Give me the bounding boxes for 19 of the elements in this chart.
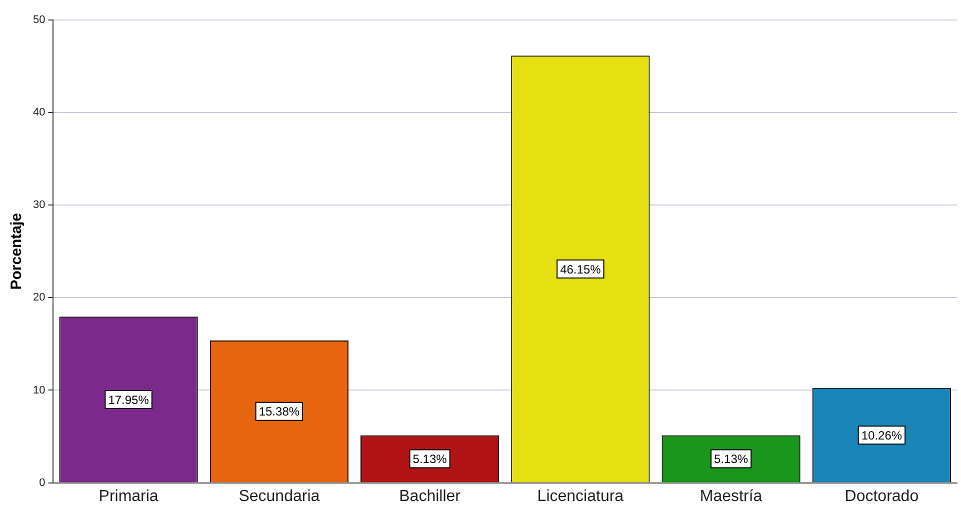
y-tick-label: 50: [32, 14, 46, 26]
data-label: 17.95%: [108, 392, 150, 407]
data-label: 5.13%: [412, 452, 448, 466]
y-tick-label: 20: [32, 292, 46, 304]
y-tick-label: 30: [32, 199, 46, 212]
data-label: 10.26%: [861, 428, 902, 442]
data-label: 5.13%: [714, 452, 748, 466]
data-label: 46.15%: [560, 262, 602, 276]
x-tick-label: Doctorado: [844, 488, 919, 505]
y-tick-label: 0: [39, 476, 46, 489]
x-tick-label: Licenciatura: [537, 488, 624, 505]
y-tick-label: 10: [32, 384, 46, 396]
x-tick-label: Bachiller: [399, 488, 462, 505]
data-label: 15.38%: [258, 404, 300, 419]
x-tick-label: Secundaria: [238, 488, 320, 505]
y-axis-title: Porcentaje: [8, 213, 26, 290]
x-tick-label: Maestría: [700, 488, 762, 505]
x-tick-label: Primaria: [98, 488, 158, 505]
y-tick-label: 40: [32, 106, 46, 119]
